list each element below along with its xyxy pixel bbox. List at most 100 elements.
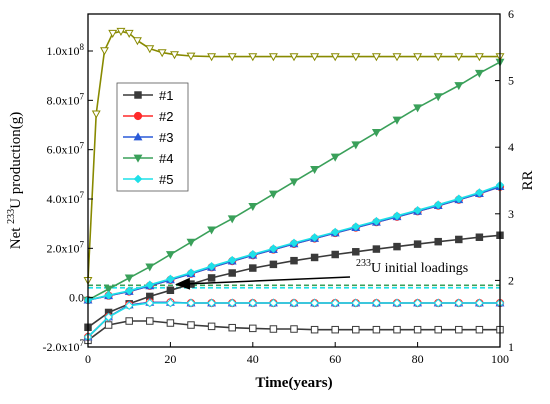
- point-5-rr-7: [227, 298, 237, 308]
- point-1-16: [413, 240, 422, 248]
- point-4-rr-18: [351, 53, 361, 62]
- point-5-18: [454, 194, 464, 204]
- point-1-17: [434, 237, 442, 246]
- legend-marker-2: [133, 111, 143, 121]
- annotation-arrow: [175, 276, 351, 290]
- point-1-rr-6: [207, 322, 216, 331]
- point-4-13: [351, 141, 361, 150]
- x-tick-label-1: 20: [164, 352, 176, 366]
- point-1-rr-18: [455, 325, 463, 334]
- point-4-rr-1: [91, 110, 101, 119]
- axes-layer: 0 20 40 60 80 100 -2.0x107 0.0 2.0x107 4.0x107 6.0…: [6, 7, 536, 391]
- legend-marker-5: [133, 174, 143, 184]
- point-5-rr-8: [248, 298, 258, 308]
- point-1-rr-10: [290, 325, 298, 333]
- point-1-9: [269, 260, 278, 269]
- point-1-12: [331, 250, 339, 259]
- point-4-rr-21: [413, 53, 423, 62]
- point-4-8: [248, 203, 258, 212]
- y-tick-label-5: 8.0x107: [47, 91, 85, 107]
- point-1-10: [290, 256, 298, 265]
- point-4-rr-4: [116, 27, 126, 36]
- point-1-rr-5: [187, 321, 195, 329]
- y-tick-label-0: -2.0x107: [43, 338, 85, 354]
- point-4-rr-14: [268, 53, 278, 62]
- point-1-4: [166, 286, 175, 295]
- series-5-rr: [83, 298, 505, 342]
- point-4-rr-9: [170, 51, 179, 60]
- point-4-rr-12: [227, 53, 237, 62]
- point-5-10: [289, 238, 299, 248]
- x-tick-label-3: 60: [329, 352, 341, 366]
- point-1-rr-4: [166, 319, 175, 327]
- point-5-16: [413, 206, 422, 215]
- point-5-rr-3: [145, 298, 155, 308]
- point-4-rr-13: [248, 53, 258, 62]
- point-4-rr-5: [124, 29, 134, 38]
- point-4-rr-16: [310, 53, 320, 62]
- series-1-rr: [84, 317, 504, 345]
- point-4-1: [104, 285, 114, 294]
- point-4-4: [165, 251, 175, 260]
- point-1-rr-2: [125, 317, 133, 325]
- point-4-7: [227, 215, 237, 224]
- point-5-5: [186, 268, 196, 278]
- legend-marker-4: [133, 154, 143, 163]
- y-tick-label-2: 2.0x107: [47, 239, 85, 255]
- point-4-11: [310, 166, 320, 175]
- point-5-rr-4: [166, 298, 175, 308]
- point-4-rr-17: [330, 53, 340, 62]
- y-tick-label-3: 4.0x107: [47, 190, 85, 206]
- point-1-14: [372, 245, 381, 253]
- legend-label-5: #5: [159, 172, 173, 187]
- point-4-rr-22: [433, 53, 443, 62]
- point-1-rr-1: [104, 321, 113, 329]
- point-5-9: [269, 244, 278, 253]
- legend-label-3: #3: [159, 130, 173, 145]
- series-4: [83, 58, 505, 305]
- point-4-rr-20: [392, 53, 402, 62]
- point-4-9: [268, 190, 278, 199]
- point-4-rr-2: [100, 47, 109, 56]
- point-1-rr-16: [413, 325, 422, 334]
- point-5-7: [227, 255, 237, 265]
- point-5-6: [207, 262, 216, 271]
- point-4-rr-3: [108, 29, 118, 38]
- point-1-11: [310, 253, 319, 262]
- point-5-rr-11: [310, 298, 319, 308]
- annotation: 233U initial loadings: [175, 258, 468, 290]
- point-1-rr-11: [310, 325, 319, 334]
- legend-label-4: #4: [159, 151, 173, 166]
- point-4-rr-6: [132, 37, 142, 46]
- point-1-rr-7: [228, 323, 236, 332]
- x-tick-label-0: 0: [85, 352, 91, 366]
- point-5-4: [166, 274, 175, 284]
- y2-tick-label-0: 1: [508, 340, 514, 354]
- y-tick-label-6: 1.0x108: [47, 42, 85, 58]
- point-5-19: [475, 188, 484, 197]
- point-1-rr-9: [269, 325, 278, 333]
- point-5-rr-12: [330, 298, 340, 308]
- point-5-rr-9: [269, 298, 278, 308]
- point-1-rr-14: [372, 325, 381, 334]
- point-1-rr-13: [352, 325, 360, 334]
- point-1-18: [455, 235, 463, 244]
- legend: #1 #2 #3 #4 #5: [116, 82, 189, 192]
- point-4-rr-11: [207, 53, 217, 62]
- point-4-18: [454, 82, 464, 91]
- x-tick-label-4: 80: [412, 352, 424, 366]
- point-4-rr-23: [454, 53, 464, 62]
- point-5-rr-16: [413, 298, 422, 308]
- y-axis-title: Net 233U production(g): [6, 112, 24, 249]
- x-axis-title: Time(years): [255, 375, 332, 391]
- point-5-rr-15: [392, 298, 402, 308]
- point-5-rr-13: [351, 298, 361, 308]
- point-5-rr-17: [433, 298, 443, 308]
- legend-label-1: #1: [159, 88, 173, 103]
- point-1-13: [352, 248, 360, 256]
- y2-tick-label-4: 5: [508, 74, 514, 88]
- point-4-5: [186, 238, 196, 247]
- series-layer: [83, 27, 505, 345]
- point-4-15: [392, 116, 402, 125]
- y-tick-label-1: 0.0: [69, 291, 84, 305]
